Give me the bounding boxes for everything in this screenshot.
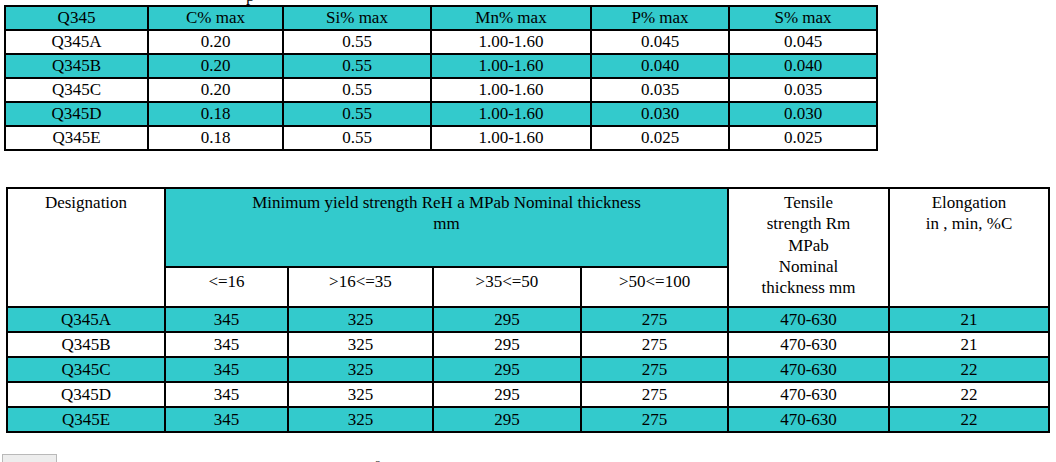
column-header-designation: Designation	[7, 188, 165, 307]
table-row: Q345B 345 325 295 275 470-630 21	[7, 332, 1049, 357]
column-header-thickness-35-50: >35<=50	[433, 267, 581, 307]
table-cell: 345	[165, 357, 288, 382]
column-group-header-yield-strength: Minimum yield strength ReH a MPab Nomina…	[165, 188, 728, 267]
table-cell: 0.18	[148, 102, 283, 126]
table-cell: 0.025	[729, 126, 877, 150]
table-row: Q345C 345 325 295 275 470-630 22	[7, 357, 1049, 382]
table-row: Q345D 0.18 0.55 1.00-1.60 0.030 0.030	[5, 102, 877, 126]
table-cell: 0.20	[148, 54, 283, 78]
table-cell: 325	[288, 307, 433, 332]
table-cell: 325	[288, 357, 433, 382]
table-cell: 0.035	[729, 78, 877, 102]
column-header-tensile-strength: Tensile strength Rm MPab Nominal thickne…	[728, 188, 889, 307]
table-cell: 470-630	[728, 407, 889, 432]
table-cell: 325	[288, 332, 433, 357]
table-cell: 0.045	[591, 30, 729, 54]
table-cell: 345	[165, 382, 288, 407]
table-cell: 0.55	[283, 126, 431, 150]
table-cell: 0.20	[148, 30, 283, 54]
table-cell: 1.00-1.60	[431, 126, 591, 150]
table-cell: 275	[581, 407, 728, 432]
table-row: Q345A 345 325 295 275 470-630 21	[7, 307, 1049, 332]
table-cell: 1.00-1.60	[431, 30, 591, 54]
table-cell: 21	[889, 332, 1049, 357]
table-cell: 470-630	[728, 382, 889, 407]
table-cell: 470-630	[728, 332, 889, 357]
table-cell: 1.00-1.60	[431, 102, 591, 126]
table-cell: 1.00-1.60	[431, 78, 591, 102]
column-header-mn: Mn% max	[431, 6, 591, 30]
table-cell: 0.55	[283, 102, 431, 126]
table-row: Q345E 0.18 0.55 1.00-1.60 0.025 0.025	[5, 126, 877, 150]
table-cell: 22	[889, 407, 1049, 432]
table-cell: 275	[581, 357, 728, 382]
footnote-unit-note: 1 MPa = 1 N/mm2	[170, 455, 381, 462]
row-header: Q345A	[5, 30, 148, 54]
table-row: Q345D 345 325 295 275 470-630 22	[7, 382, 1049, 407]
table-header-row: Designation Minimum yield strength ReH a…	[7, 188, 1049, 267]
table-cell: 295	[433, 382, 581, 407]
table-row: Q345B 0.20 0.55 1.00-1.60 0.040 0.040	[5, 54, 877, 78]
table-cell: 1.00-1.60	[431, 54, 591, 78]
column-header-grade: Q345	[5, 6, 148, 30]
table-cell: 0.55	[283, 78, 431, 102]
table-cell: 0.045	[729, 30, 877, 54]
table-cell: 345	[165, 407, 288, 432]
row-header: Q345C	[7, 357, 165, 382]
table-cell: 275	[581, 332, 728, 357]
column-header-thickness-50-100: >50<=100	[581, 267, 728, 307]
table-cell: 295	[433, 332, 581, 357]
table-cell: 0.20	[148, 78, 283, 102]
table-cell: 0.18	[148, 126, 283, 150]
table-cell: 0.55	[283, 54, 431, 78]
table-cell: 345	[165, 307, 288, 332]
table-cell: 22	[889, 357, 1049, 382]
table-cell: 0.035	[591, 78, 729, 102]
mechanical-properties-table: Designation Minimum yield strength ReH a…	[6, 187, 1050, 433]
table-cell: 0.030	[729, 102, 877, 126]
chemical-composition-table: Q345 C% max Si% max Mn% max P% max S% ma…	[4, 5, 878, 151]
table-cell: 0.040	[591, 54, 729, 78]
row-header: Q345E	[7, 407, 165, 432]
row-header: Q345A	[7, 307, 165, 332]
row-header: Q345C	[5, 78, 148, 102]
table-cell: 275	[581, 382, 728, 407]
table-cell: 295	[433, 357, 581, 382]
row-header: Q345E	[5, 126, 148, 150]
column-header-thickness-16: <=16	[165, 267, 288, 307]
row-header: Q345D	[7, 382, 165, 407]
table-cell: 0.025	[591, 126, 729, 150]
column-header-thickness-16-35: >16<=35	[288, 267, 433, 307]
table-cell: 0.55	[283, 30, 431, 54]
footnote-marker-box	[2, 454, 57, 462]
table-cell: 325	[288, 407, 433, 432]
table-cell: 275	[581, 307, 728, 332]
table-cell: 0.030	[591, 102, 729, 126]
row-header: Q345B	[7, 332, 165, 357]
table-cell: 295	[433, 307, 581, 332]
table-cell: 0.040	[729, 54, 877, 78]
column-header-s: S% max	[729, 6, 877, 30]
column-header-c: C% max	[148, 6, 283, 30]
column-header-p: P% max	[591, 6, 729, 30]
table-cell: 325	[288, 382, 433, 407]
table-cell: 295	[433, 407, 581, 432]
row-header: Q345B	[5, 54, 148, 78]
table-header-row: Q345 C% max Si% max Mn% max P% max S% ma…	[5, 6, 877, 30]
table-row: Q345C 0.20 0.55 1.00-1.60 0.035 0.035	[5, 78, 877, 102]
column-header-elongation: Elongation in , min, %C	[889, 188, 1049, 307]
column-header-si: Si% max	[283, 6, 431, 30]
table-row: Q345E 345 325 295 275 470-630 22	[7, 407, 1049, 432]
table-cell: 21	[889, 307, 1049, 332]
table-cell: 345	[165, 332, 288, 357]
table-cell: 22	[889, 382, 1049, 407]
table-cell: 470-630	[728, 357, 889, 382]
row-header: Q345D	[5, 102, 148, 126]
footnote-superscript: 2	[375, 458, 381, 462]
table-row: Q345A 0.20 0.55 1.00-1.60 0.045 0.045	[5, 30, 877, 54]
table-cell: 470-630	[728, 307, 889, 332]
